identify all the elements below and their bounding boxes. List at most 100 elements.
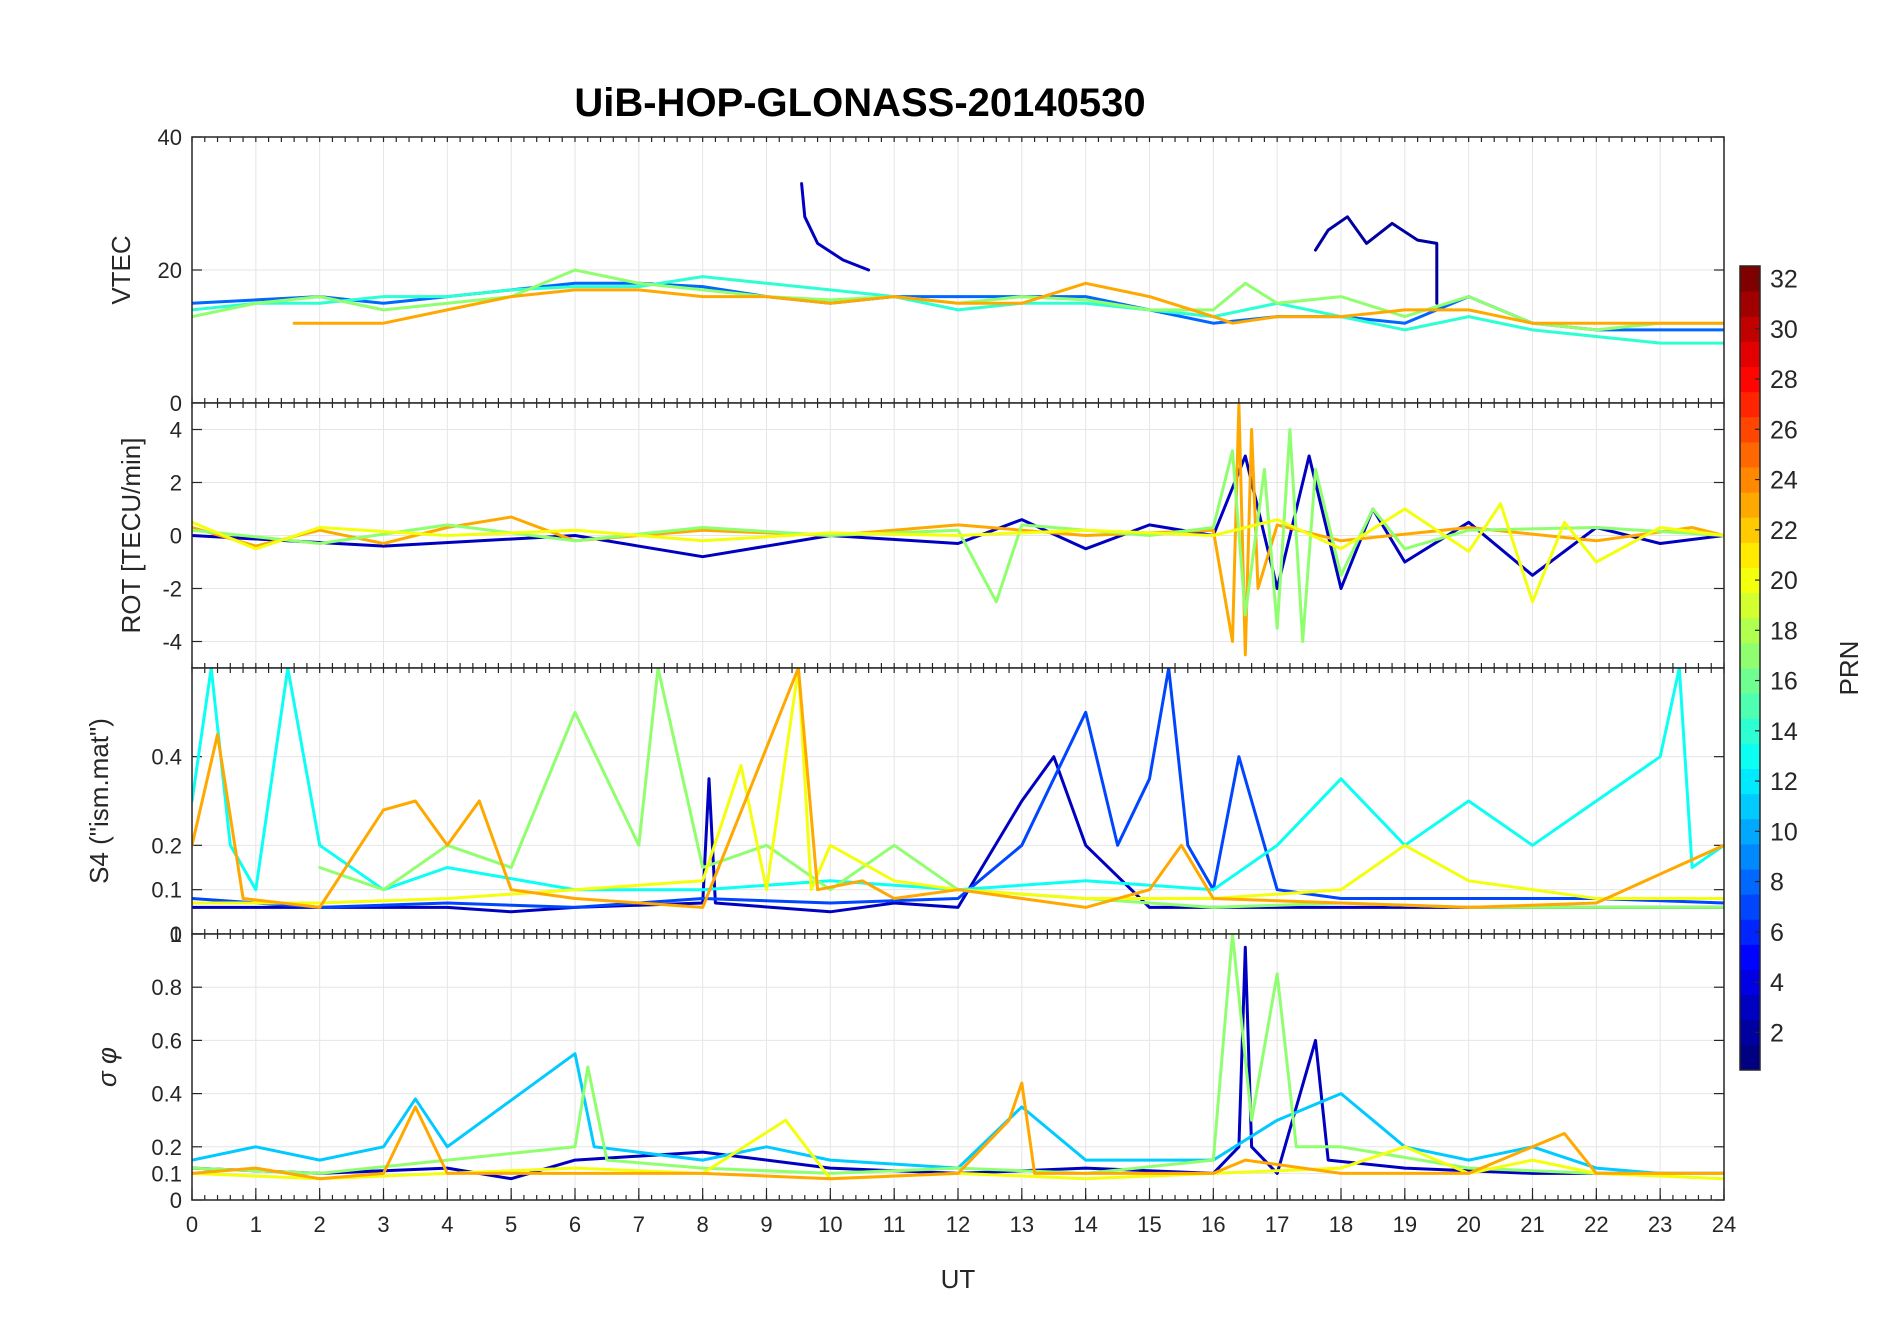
colorbar-tick-label: 22 [1770, 517, 1798, 545]
x-tick-label: 1 [250, 1212, 262, 1237]
x-tick-label: 13 [1010, 1212, 1034, 1237]
colorbar-segment [1740, 391, 1760, 418]
series-line-prn-3 [192, 945, 1724, 1181]
y-tick-label: 0 [170, 391, 182, 416]
y-tick-label: 20 [158, 258, 182, 283]
y-tick-label: 0.2 [151, 1135, 182, 1160]
colorbar-tick-label: 14 [1770, 718, 1798, 746]
y-tick-label: 4 [170, 418, 182, 443]
series-line-prn-20 [192, 1118, 1724, 1181]
colorbar-segment [1740, 542, 1760, 568]
series-line-prn-23 [192, 668, 1724, 909]
y-tick-label: 0.2 [151, 833, 182, 858]
colorbar-segment [1740, 592, 1760, 619]
y-axis-title: S4 ("ism.mat") [84, 718, 114, 884]
series-line-prn-23 [192, 1081, 1724, 1181]
colorbar-segment [1740, 341, 1760, 367]
colorbar-tick-label: 28 [1770, 366, 1798, 394]
y-tick-label: 40 [158, 125, 182, 150]
panel-2: -4 -2 0 2 4 ROT [TECU/min] [116, 402, 1725, 669]
series-group [192, 182, 1724, 345]
y-tick-label: 0.6 [151, 1028, 182, 1053]
colorbar-segment [1740, 441, 1760, 468]
colorbar-tick-label: 6 [1770, 919, 1784, 947]
x-axis-title: UT [941, 1264, 976, 1294]
y-tick-label: -4 [162, 630, 182, 655]
x-tick-label: 17 [1265, 1212, 1289, 1237]
x-tick-label: 0 [186, 1212, 198, 1237]
y-tick-label: 0 [170, 922, 182, 947]
x-tick-label: 21 [1520, 1212, 1544, 1237]
colorbar-segment [1740, 1019, 1760, 1046]
colorbar-segment [1740, 994, 1760, 1021]
colorbar-segment [1740, 718, 1760, 744]
x-tick-label: 15 [1137, 1212, 1161, 1237]
series-line-prn-3 [192, 755, 1724, 914]
colorbar-tick-label: 12 [1770, 768, 1798, 796]
x-tick-label: 9 [760, 1212, 772, 1237]
y-tick-label: 0.1 [151, 878, 182, 903]
y-tick-label: 0.1 [151, 1161, 182, 1186]
colorbar-tick-label: 32 [1770, 266, 1798, 294]
y-tick-label: 2 [170, 471, 182, 496]
y-axis-title: ROT [TECU/min] [116, 438, 146, 634]
colorbar-title: PRN [1834, 641, 1864, 696]
series-group [192, 934, 1724, 1181]
colorbar-segment [1740, 869, 1760, 895]
colorbar-tick-label: 16 [1770, 668, 1798, 696]
colorbar-tick-label: 20 [1770, 567, 1798, 595]
colorbar-tick-label: 24 [1770, 467, 1798, 495]
colorbar-frame [1739, 265, 1761, 1071]
colorbar-segment [1740, 768, 1760, 795]
colorbar-segment [1740, 567, 1760, 594]
series-line-prn-2 [1314, 215, 1439, 305]
y-tick-label: 0.8 [151, 975, 182, 1000]
colorbar-segment [1740, 793, 1760, 820]
colorbar-segment [1740, 969, 1760, 996]
x-tick-label: 3 [377, 1212, 389, 1237]
x-tick-label: 6 [569, 1212, 581, 1237]
x-tick-label: 23 [1648, 1212, 1672, 1237]
x-tick-label: 14 [1073, 1212, 1097, 1237]
colorbar-segment [1740, 668, 1760, 694]
series-line-prn-13 [192, 668, 1724, 892]
colorbar-segment [1740, 1044, 1760, 1071]
x-tick-label: 12 [946, 1212, 970, 1237]
chart-title: UiB-HOP-GLONASS-20140530 [574, 81, 1145, 125]
series-line-prn-17 [192, 428, 1724, 643]
series-line-prn-3 [192, 454, 1724, 590]
series-line-prn-17 [192, 268, 1724, 332]
colorbar-segment [1740, 517, 1760, 543]
colorbar-segment [1740, 467, 1760, 493]
colorbar-tick-label: 26 [1770, 416, 1798, 444]
colorbar-segment [1740, 291, 1760, 317]
x-tick-label: 22 [1584, 1212, 1608, 1237]
x-tick-label: 8 [697, 1212, 709, 1237]
colorbar-tick-label: 8 [1770, 869, 1784, 897]
series-group [192, 403, 1724, 657]
colorbar-tick-label: 4 [1770, 969, 1784, 997]
colorbar-segment [1740, 617, 1760, 644]
x-tick-label: 19 [1393, 1212, 1417, 1237]
series-line-prn-20 [192, 502, 1724, 604]
colorbar-segment [1740, 944, 1760, 970]
y-axis-title: VTEC [106, 235, 136, 304]
series-group [192, 668, 1724, 914]
y-axis-title: σ φ [92, 1047, 122, 1087]
x-tick-label: 16 [1201, 1212, 1225, 1237]
series-line-prn-7 [192, 668, 1724, 909]
series-line-prn-3 [800, 182, 871, 272]
y-tick-label: 0 [170, 1188, 182, 1213]
panel-3: 0 0.1 0.2 0.4 S4 ("ism.mat") [84, 667, 1725, 947]
colorbar-segment [1740, 642, 1760, 669]
colorbar-segment [1740, 316, 1760, 342]
colorbar-segment [1740, 919, 1760, 945]
panel-1: 0 20 40 VTEC [106, 125, 1725, 416]
colorbar-tick-label: 18 [1770, 617, 1798, 645]
colorbar-segment [1740, 818, 1760, 845]
panel-4: 00.10.20.40.60.81σ φ [92, 922, 1725, 1213]
colorbar-segment [1740, 492, 1760, 518]
y-tick-label: -2 [162, 577, 182, 602]
